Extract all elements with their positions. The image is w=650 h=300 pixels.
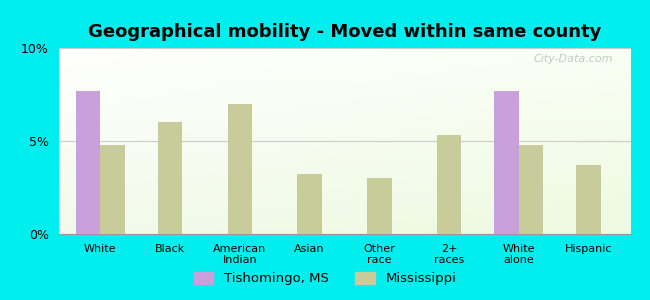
Bar: [577, 165, 601, 234]
Bar: [298, 175, 322, 234]
Bar: [227, 104, 252, 234]
Bar: [367, 178, 391, 234]
Bar: [495, 91, 519, 234]
Bar: [76, 91, 100, 234]
Text: City-Data.com: City-Data.com: [534, 54, 614, 64]
Title: Geographical mobility - Moved within same county: Geographical mobility - Moved within sam…: [88, 23, 601, 41]
Bar: [437, 135, 461, 234]
Bar: [158, 122, 182, 234]
Legend: Tishomingo, MS, Mississippi: Tishomingo, MS, Mississippi: [188, 266, 462, 290]
Bar: [100, 145, 125, 234]
Bar: [519, 145, 543, 234]
